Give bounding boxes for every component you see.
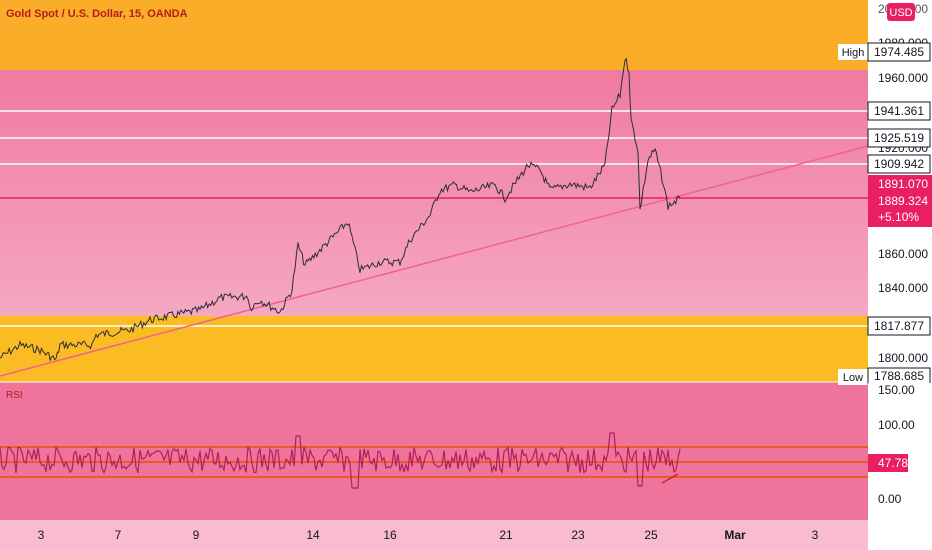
rsi-pane[interactable]: RSI xyxy=(0,382,868,520)
current-price-1: 1891.070 xyxy=(878,177,928,191)
rsi-series-line xyxy=(0,432,681,489)
rsi-tick-100: 100.00 xyxy=(878,418,915,432)
price-tick-1860: 1860.000 xyxy=(878,247,928,261)
time-label-23: 23 xyxy=(571,528,585,542)
price-change: +5.10% xyxy=(878,210,919,224)
time-label-16: 16 xyxy=(383,528,397,542)
rsi-axis-bg xyxy=(868,383,932,520)
price-tick-1840: 1840.000 xyxy=(878,281,928,295)
price-axis[interactable]: 2000.000 1980.000 1960.000 1920.000 1860… xyxy=(838,0,932,385)
level-value-1817: 1817.877 xyxy=(874,319,924,333)
level-badge-1817: 1817.877 xyxy=(867,316,931,336)
level-badge-1925: 1925.519 xyxy=(867,128,931,148)
high-badge: High 1974.485 xyxy=(838,42,931,62)
time-label-3: 3 xyxy=(38,528,45,542)
rsi-axis[interactable]: 150.00 100.00 47.78 0.00 xyxy=(868,383,932,520)
time-label-14: 14 xyxy=(306,528,320,542)
level-badge-1909: 1909.942 xyxy=(867,154,931,174)
rsi-tick-150: 150.00 xyxy=(878,383,915,397)
time-label-mar: Mar xyxy=(724,528,746,542)
trendline[interactable] xyxy=(0,145,869,377)
level-value-1925: 1925.519 xyxy=(874,131,924,145)
time-label-7: 7 xyxy=(115,528,122,542)
low-value: 1788.685 xyxy=(874,369,924,383)
yellow-band-bottom xyxy=(0,316,868,382)
low-label: Low xyxy=(843,372,863,384)
high-value: 1974.485 xyxy=(874,45,924,59)
time-axis-corner xyxy=(868,520,932,550)
high-label: High xyxy=(842,47,865,59)
rsi-background xyxy=(0,382,868,520)
current-price-2: 1889.324 xyxy=(878,194,928,208)
price-pane[interactable] xyxy=(0,0,869,382)
level-value-1941: 1941.361 xyxy=(874,104,924,118)
level-badge-1941: 1941.361 xyxy=(867,101,931,121)
price-tick-1960: 1960.000 xyxy=(878,71,928,85)
currency-button[interactable]: USD xyxy=(887,3,915,21)
symbol-title[interactable]: Gold Spot / U.S. Dollar, 15, OANDA xyxy=(6,8,188,20)
price-series-line xyxy=(0,57,681,362)
time-label-21: 21 xyxy=(499,528,513,542)
low-badge: Low 1788.685 xyxy=(838,367,931,385)
rsi-current-badge xyxy=(868,454,908,472)
time-label-3-mar: 3 xyxy=(812,528,819,542)
time-label-9: 9 xyxy=(193,528,200,542)
pink-zone xyxy=(0,70,868,316)
rsi-current-value: 47.78 xyxy=(878,456,908,470)
current-price-badge: 1891.070 1889.324 +5.10% xyxy=(868,175,932,227)
currency-label: USD xyxy=(889,7,912,19)
price-tick-1800: 1800.000 xyxy=(878,351,928,365)
level-value-1909: 1909.942 xyxy=(874,157,924,171)
time-label-25: 25 xyxy=(644,528,658,542)
time-axis-bg xyxy=(0,520,932,550)
rsi-divergence-line xyxy=(661,473,679,484)
rsi-tick-0: 0.00 xyxy=(878,492,902,506)
time-axis[interactable]: 3 7 9 14 16 21 23 25 Mar 3 xyxy=(0,520,932,550)
rsi-label: RSI xyxy=(6,390,23,401)
orange-band-top xyxy=(0,0,868,70)
